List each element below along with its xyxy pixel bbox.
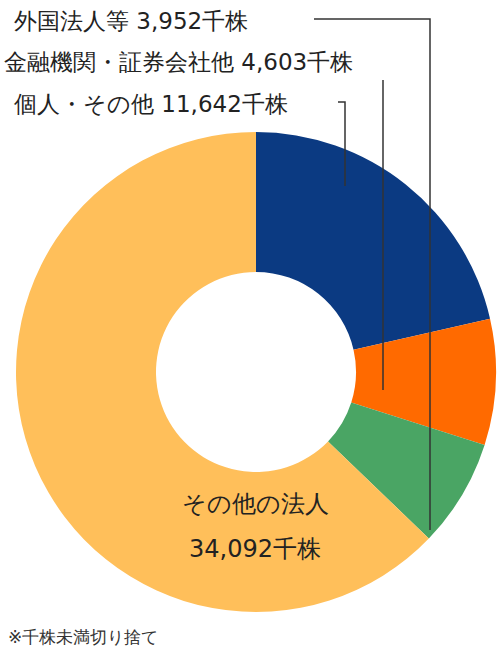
svg-text:34,092千株: 34,092千株 <box>189 535 321 563</box>
svg-text:外国法人等 3,952千株: 外国法人等 3,952千株 <box>14 8 248 34</box>
svg-text:その他の法人: その他の法人 <box>182 490 329 518</box>
html-text:※千株未満切り捨て: ※千株未満切り捨て <box>8 627 159 647</box>
svg-text:金融機関・証券会社他 4,603千株: 金融機関・証券会社他 4,603千株 <box>8 49 353 75</box>
svg-text:個人・その他 11,642千株: 個人・その他 11,642千株 <box>14 91 288 117</box>
